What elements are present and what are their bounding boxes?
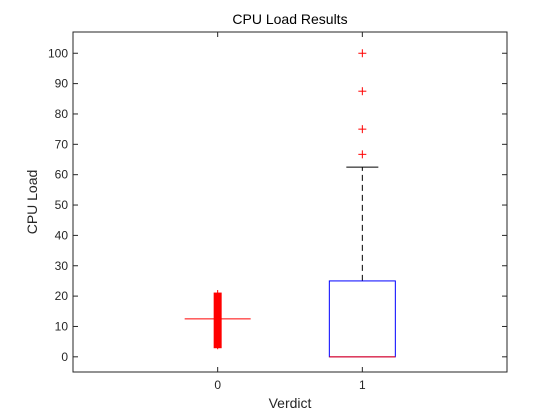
plot-area xyxy=(72,31,508,373)
x-tick-label: 1 xyxy=(359,378,366,392)
y-tick-label: 100 xyxy=(48,46,68,60)
box-group-0 xyxy=(184,290,251,350)
y-tick-label: 90 xyxy=(55,77,69,91)
x-axis-label: Verdict xyxy=(269,395,312,411)
chart-title: CPU Load Results xyxy=(232,11,347,27)
y-tick-label: 0 xyxy=(61,350,68,364)
box-series xyxy=(184,49,396,358)
y-tick-label: 40 xyxy=(55,228,69,242)
y-tick-label: 60 xyxy=(55,168,69,182)
y-tick-label: 20 xyxy=(55,289,69,303)
x-tick-label: 0 xyxy=(214,378,221,392)
y-tick-label: 30 xyxy=(55,259,69,273)
box xyxy=(213,292,222,349)
y-tick-label: 80 xyxy=(55,107,69,121)
y-tick-label: 10 xyxy=(55,319,69,333)
outlier-marker xyxy=(358,87,367,96)
y-axis-label: CPU Load xyxy=(24,170,40,235)
y-axis: 0 10 20 30 40 50 60 70 80 90 100 xyxy=(48,46,507,364)
y-tick-label: 50 xyxy=(55,198,69,212)
y-tick-label: 70 xyxy=(55,137,69,151)
outlier-marker xyxy=(358,150,367,159)
box-group-1 xyxy=(328,49,396,358)
outlier-marker xyxy=(358,125,367,134)
outlier-marker xyxy=(358,49,367,58)
